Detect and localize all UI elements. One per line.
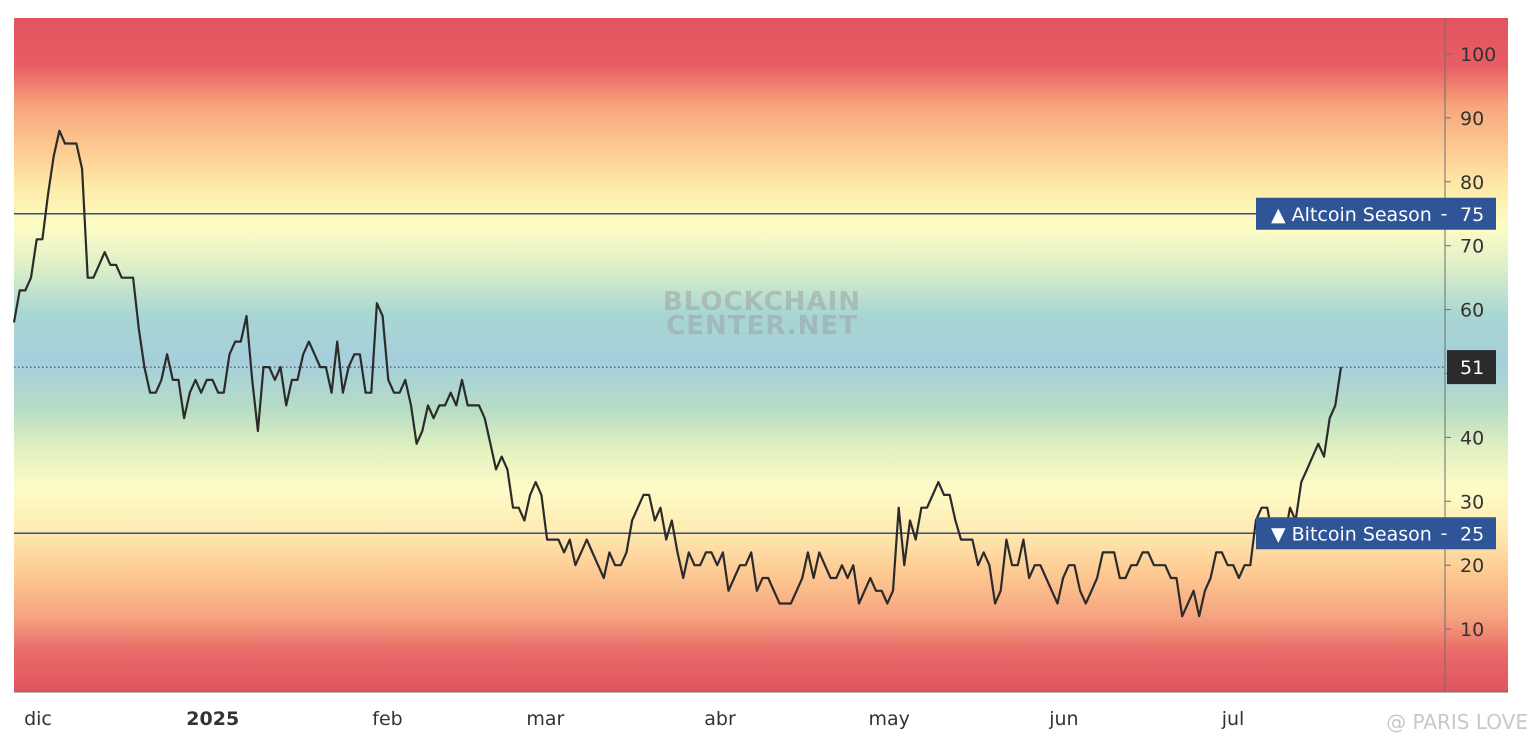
plot-background: [14, 18, 1508, 692]
y-tick-label: 70: [1460, 236, 1484, 258]
tag-bitcoin-season: ▼ Bitcoin Season -25: [1256, 517, 1496, 550]
x-tick-label: jun: [1048, 708, 1078, 730]
watermark-line-1: BLOCKCHAIN: [663, 287, 861, 317]
x-tick-label: abr: [704, 708, 736, 730]
y-tick-label: 90: [1460, 108, 1484, 130]
reference-lines: [14, 213, 1445, 534]
y-tick-label: 100: [1460, 44, 1496, 66]
x-tick-label: jul: [1221, 708, 1245, 730]
tag-separator: -: [1441, 522, 1448, 544]
y-tick-label: 80: [1460, 172, 1484, 194]
x-tick-label: mar: [526, 708, 564, 730]
tag-value: 25: [1460, 523, 1484, 545]
tag-label: ▼ Bitcoin Season: [1271, 523, 1432, 545]
y-tick-label: 60: [1460, 300, 1484, 322]
series-line-altcoin-index: [12, 129, 1343, 618]
watermark-line-2: CENTER.NET: [666, 311, 858, 341]
x-tick-label: may: [868, 708, 909, 730]
tag-background: [1256, 197, 1496, 230]
x-tick-label: 2025: [186, 708, 239, 730]
tag-current-value: 51: [1447, 350, 1496, 385]
current-value-label: 51: [1460, 357, 1484, 379]
tag-value: 75: [1460, 204, 1484, 226]
x-tick-label: feb: [372, 708, 402, 730]
x-axis-ticks: dic 2025 feb mar abr may jun jul: [24, 708, 1244, 730]
y-tick-label: 40: [1460, 427, 1484, 449]
tag-separator: -: [1441, 203, 1448, 225]
x-tick-label: dic: [24, 708, 52, 730]
tag-background: [1256, 517, 1496, 550]
tag-altcoin-season: ▲ Altcoin Season -75: [1256, 197, 1496, 230]
y-axis-ticks: 102030405060708090100: [1445, 44, 1496, 641]
credit-watermark: @ PARIS LOVE: [1386, 710, 1528, 734]
tag-label: ▲ Altcoin Season: [1271, 204, 1432, 226]
current-value-tag-background: [1447, 350, 1496, 385]
y-tick-label: 10: [1460, 619, 1484, 641]
y-tick-label: 30: [1460, 491, 1484, 513]
y-tick-label: 20: [1460, 555, 1484, 577]
